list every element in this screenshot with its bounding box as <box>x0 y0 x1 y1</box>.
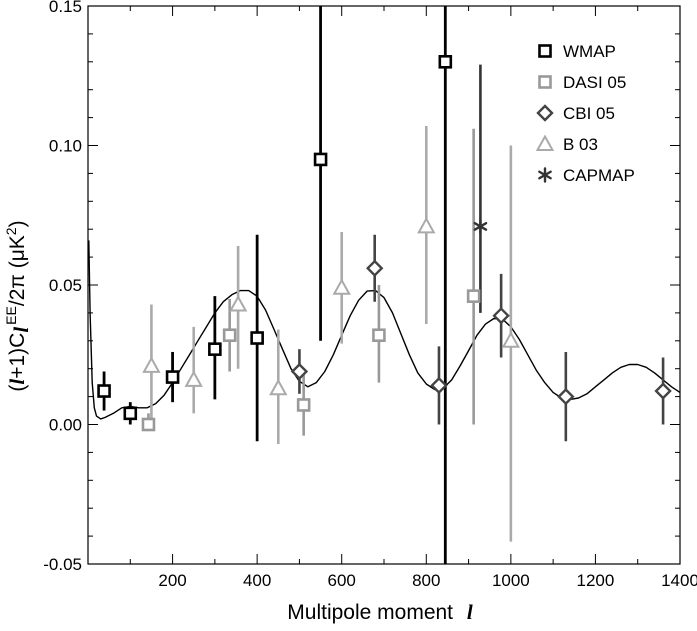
legend-marker-wmap <box>538 44 552 58</box>
x-tick-label: 800 <box>412 571 440 590</box>
x-tick-label: 1000 <box>492 571 530 590</box>
y-axis-title: (l+1)ClEE/2π (μK2) <box>3 220 33 391</box>
legend-marker-cbi-05 <box>536 104 554 122</box>
x-tick-label: 400 <box>243 571 271 590</box>
legend-label-dasi-05: DASI 05 <box>563 73 626 92</box>
wmap-point-6 <box>438 54 453 69</box>
x-tick-label: 1200 <box>577 571 615 590</box>
wmap-point-4 <box>250 331 264 345</box>
cbi-05-point-4 <box>557 387 575 406</box>
y-title-mid: /2π (μK <box>6 235 29 306</box>
wmap-point-1 <box>123 406 138 421</box>
legend-marker-dasi-05 <box>538 75 552 89</box>
capmap-point-0 <box>473 218 488 235</box>
legend-label-cbi-05: CBI 05 <box>563 104 615 123</box>
x-axis-title-text: Multipole moment <box>287 601 453 624</box>
legend-marker-b-03 <box>535 134 555 151</box>
y-title-rest: +1)C <box>6 333 29 379</box>
cbi-05-point-1 <box>366 259 384 277</box>
tick-labels: 200 400 600 800 1000 1200 1400 -0.05 0.00 0.05 0.1… <box>43 0 697 590</box>
theory-curve <box>88 240 681 420</box>
y-title-sup-ee: EE <box>3 306 19 325</box>
cbi-05-point-2 <box>430 376 448 395</box>
x-axis-title-symbol: l <box>467 600 473 624</box>
legend-label-b-03: B 03 <box>563 135 598 154</box>
y-tick-label: 0.00 <box>49 416 82 435</box>
x-tick-label: 1400 <box>661 571 697 590</box>
dasi-05-point-1 <box>222 328 237 343</box>
wmap-point-5 <box>313 152 328 167</box>
y-tick-label: 0.05 <box>49 276 82 295</box>
x-tick-label: 200 <box>158 571 186 590</box>
b-03-point-1 <box>184 370 203 387</box>
x-axis-title: Multipole moment l <box>287 600 473 624</box>
y-title-sup-2: 2 <box>3 227 19 235</box>
cbi-05-point-3 <box>492 306 510 325</box>
dasi-05-point-4 <box>466 289 481 303</box>
b-03-point-2 <box>228 294 248 312</box>
legend-marker-capmap <box>538 167 552 183</box>
y-title-open: ( <box>6 385 29 392</box>
legend-label-capmap: CAPMAP <box>563 166 635 185</box>
data-markers <box>97 54 672 432</box>
wmap-point-3 <box>208 342 222 356</box>
axis-ticks <box>88 5 681 565</box>
y-tick-label: -0.05 <box>43 555 82 574</box>
cbi-05-point-5 <box>654 382 672 400</box>
cbi-05-point-0 <box>290 362 309 381</box>
y-title-close: ) <box>6 220 29 227</box>
legend-label-wmap: WMAP <box>563 42 616 61</box>
dasi-05-point-0 <box>141 417 156 432</box>
b-03-point-6 <box>501 331 521 348</box>
b-03-point-4 <box>332 278 351 295</box>
legend: WMAP DASI 05 CBI 05 B 03 CAPMAP <box>535 42 635 185</box>
y-title-sub: l <box>9 327 33 333</box>
y-tick-label: 0.10 <box>49 137 82 156</box>
y-title-l: l <box>5 379 29 385</box>
wmap-point-0 <box>97 384 111 398</box>
dasi-05-point-2 <box>296 398 311 412</box>
x-tick-label: 600 <box>328 571 356 590</box>
wmap-point-2 <box>165 370 180 384</box>
dasi-05-point-3 <box>372 328 386 343</box>
b-03-point-0 <box>142 356 161 373</box>
b-03-point-5 <box>417 216 436 234</box>
y-tick-label: 0.15 <box>49 0 82 16</box>
b-03-point-3 <box>269 378 288 396</box>
theory-curve-group <box>88 240 681 420</box>
